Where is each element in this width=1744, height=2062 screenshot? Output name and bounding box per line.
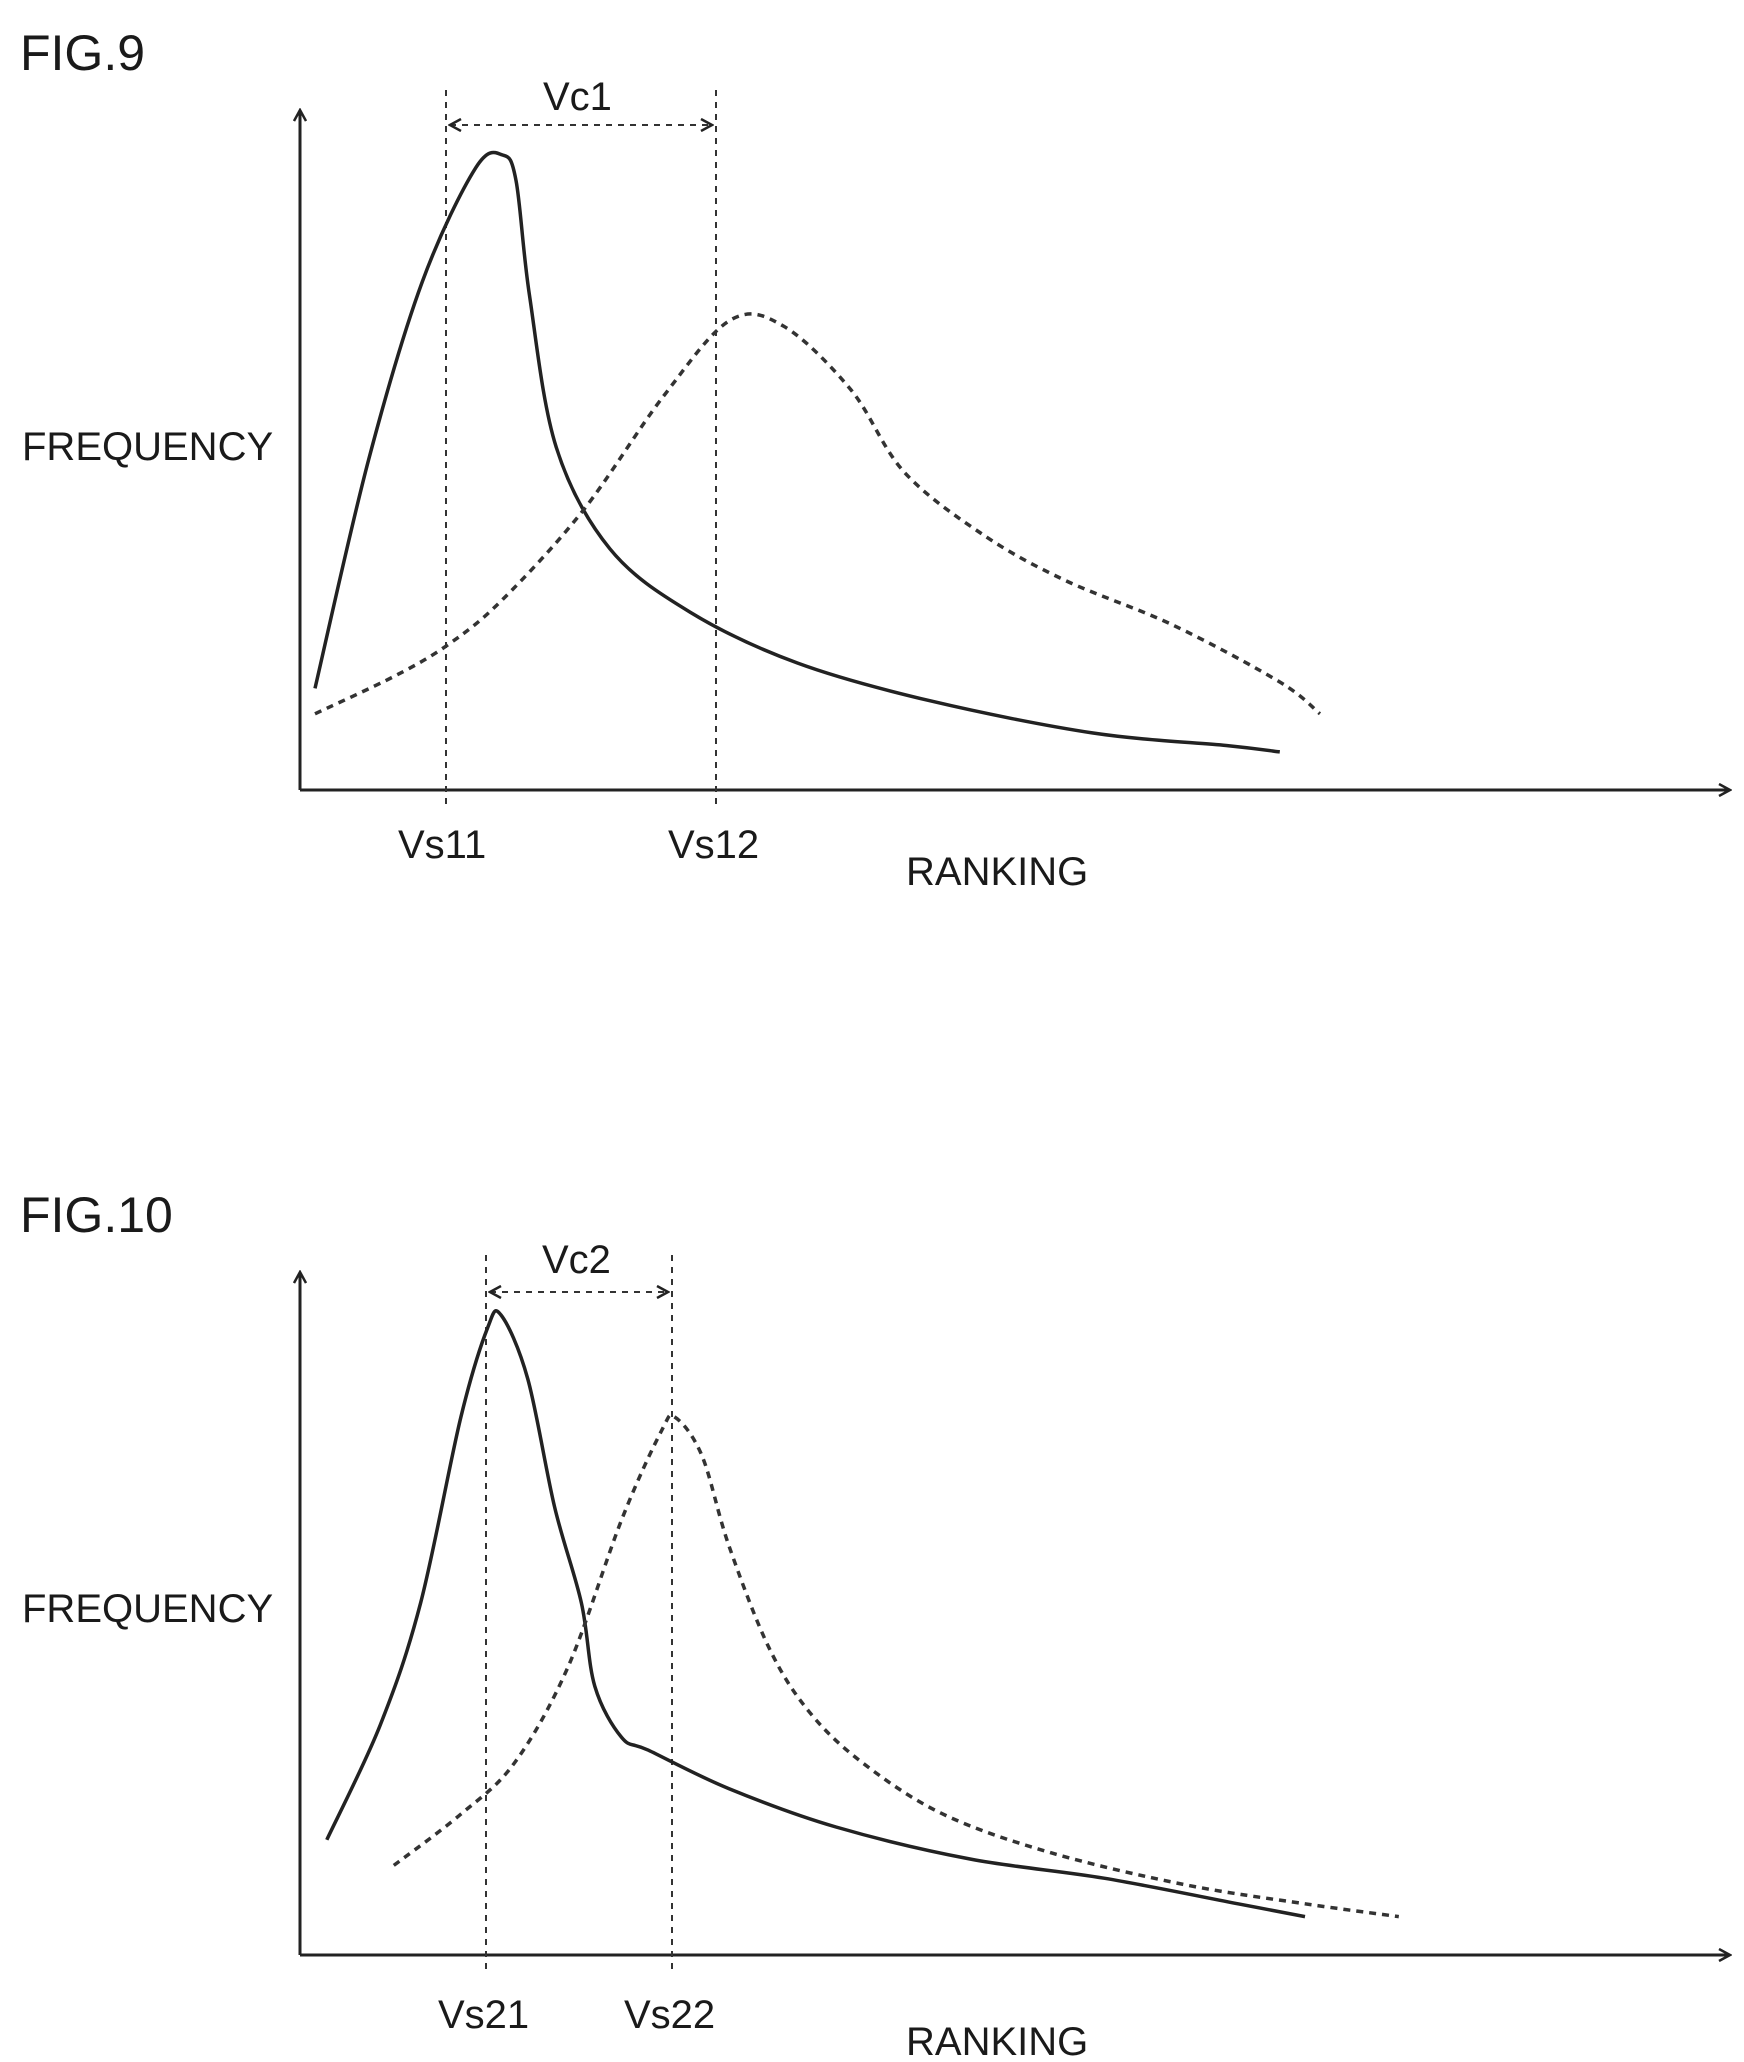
figure-10: FIG.10 FREQUENCY RANKING Vc2 Vs21 Vs22 — [20, 1187, 1730, 2062]
fig10-interval-label: Vc2 — [542, 1238, 611, 1282]
fig9-xlabel: RANKING — [906, 850, 1088, 894]
fig10-tick-vs22: Vs22 — [624, 1993, 715, 2037]
fig10-series-solid — [325, 1309, 1306, 1919]
fig10-series-dashed — [392, 1413, 1400, 1919]
figure-9: FIG.9 FREQUENCY RANKING Vc1 Vs11 Vs12 — [20, 25, 1730, 894]
fig9-interval-label: Vc1 — [543, 75, 612, 119]
fig9-ylabel: FREQUENCY — [22, 425, 273, 469]
fig10-tick-vs21: Vs21 — [438, 1993, 529, 2037]
fig9-tick-vs11: Vs11 — [398, 823, 486, 867]
fig9-series-dashed — [314, 312, 1322, 716]
figure-9-label: FIG.9 — [20, 25, 145, 81]
fig10-xlabel: RANKING — [906, 2020, 1088, 2062]
figure-10-label: FIG.10 — [20, 1187, 173, 1243]
fig9-tick-vs12: Vs12 — [668, 823, 759, 867]
fig10-ylabel: FREQUENCY — [22, 1587, 273, 1631]
fig9-series-solid — [313, 150, 1281, 754]
